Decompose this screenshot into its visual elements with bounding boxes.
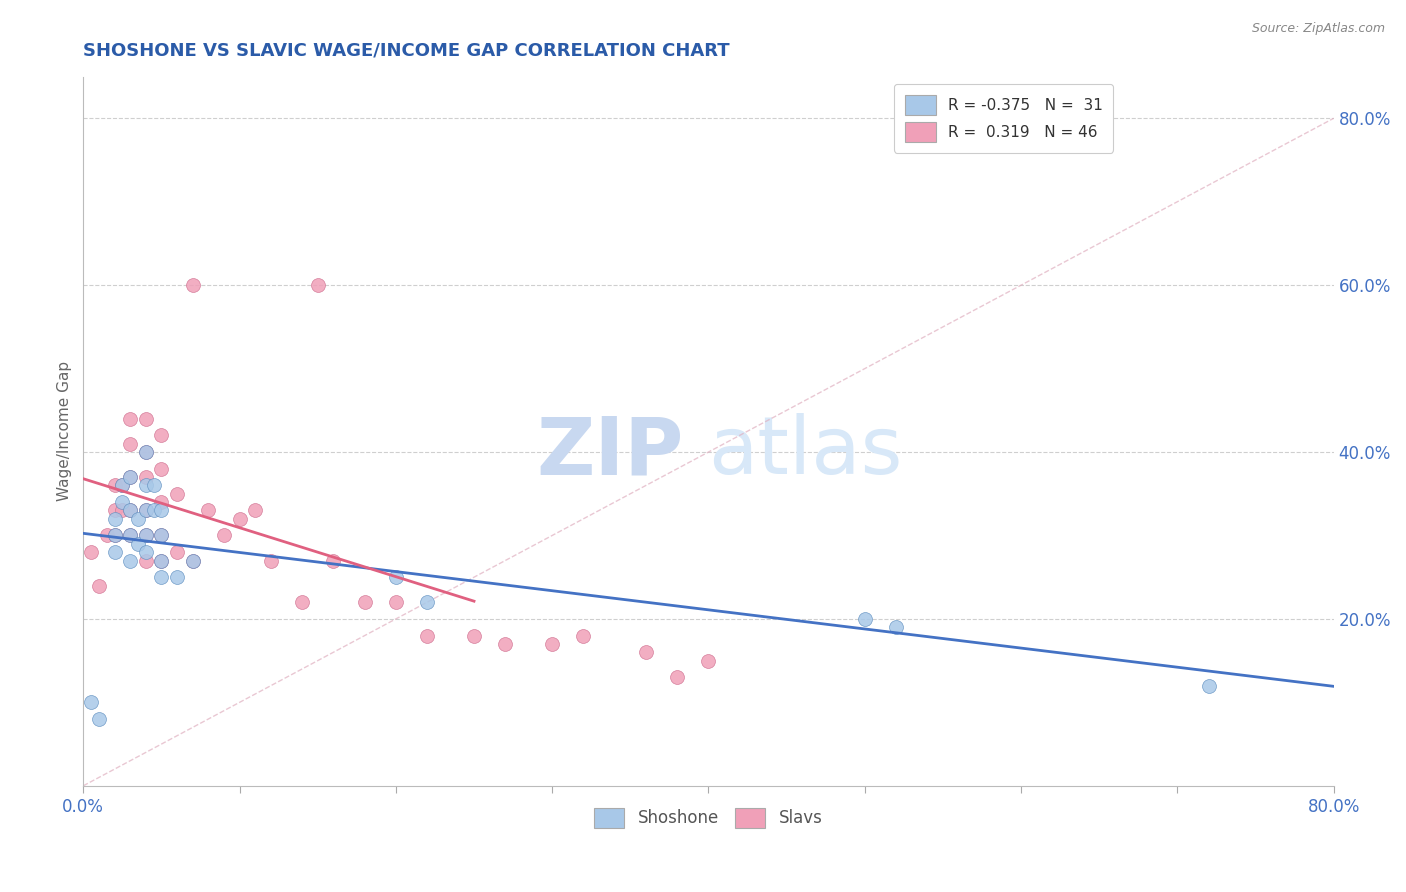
- Point: [385, 595, 408, 609]
- Point: [103, 503, 125, 517]
- Point: [120, 528, 142, 542]
- Point: [80, 695, 103, 709]
- Point: [135, 445, 157, 459]
- Text: Source: ZipAtlas.com: Source: ZipAtlas.com: [1251, 22, 1385, 36]
- Point: [181, 278, 204, 293]
- Point: [197, 503, 219, 517]
- Point: [103, 512, 125, 526]
- Point: [666, 670, 689, 684]
- Point: [127, 512, 149, 526]
- Point: [111, 478, 134, 492]
- Point: [884, 620, 907, 634]
- Point: [111, 495, 134, 509]
- Point: [135, 503, 157, 517]
- Point: [322, 553, 344, 567]
- Point: [181, 553, 204, 567]
- Point: [103, 545, 125, 559]
- Point: [96, 528, 118, 542]
- Point: [135, 545, 157, 559]
- Point: [87, 578, 110, 592]
- Point: [416, 595, 439, 609]
- Text: SHOSHONE VS SLAVIC WAGE/INCOME GAP CORRELATION CHART: SHOSHONE VS SLAVIC WAGE/INCOME GAP CORRE…: [83, 42, 730, 60]
- Point: [120, 436, 142, 450]
- Point: [120, 470, 142, 484]
- Point: [494, 637, 516, 651]
- Point: [150, 528, 173, 542]
- Point: [120, 503, 142, 517]
- Point: [212, 528, 235, 542]
- Point: [166, 570, 188, 584]
- Point: [181, 553, 204, 567]
- Point: [135, 528, 157, 542]
- Point: [572, 629, 595, 643]
- Point: [385, 570, 408, 584]
- Point: [111, 478, 134, 492]
- Point: [150, 553, 173, 567]
- Point: [166, 487, 188, 501]
- Point: [1198, 679, 1220, 693]
- Y-axis label: Wage/Income Gap: Wage/Income Gap: [58, 361, 72, 501]
- Point: [353, 595, 375, 609]
- Point: [260, 553, 283, 567]
- Point: [103, 528, 125, 542]
- Point: [541, 637, 564, 651]
- Point: [150, 495, 173, 509]
- Point: [245, 503, 267, 517]
- Point: [120, 503, 142, 517]
- Point: [103, 478, 125, 492]
- Point: [135, 503, 157, 517]
- Point: [80, 545, 103, 559]
- Point: [135, 553, 157, 567]
- Point: [135, 445, 157, 459]
- Point: [150, 553, 173, 567]
- Text: atlas: atlas: [709, 414, 903, 491]
- Point: [697, 654, 720, 668]
- Point: [120, 470, 142, 484]
- Text: ZIP: ZIP: [536, 414, 683, 491]
- Point: [142, 478, 165, 492]
- Point: [307, 278, 329, 293]
- Point: [166, 545, 188, 559]
- Point: [291, 595, 314, 609]
- Point: [150, 428, 173, 442]
- Point: [150, 461, 173, 475]
- Point: [634, 645, 657, 659]
- Legend: Shoshone, Slavs: Shoshone, Slavs: [588, 802, 830, 834]
- Point: [142, 503, 165, 517]
- Point: [135, 528, 157, 542]
- Point: [416, 629, 439, 643]
- Point: [135, 411, 157, 425]
- Point: [120, 528, 142, 542]
- Point: [135, 470, 157, 484]
- Point: [103, 528, 125, 542]
- Point: [87, 712, 110, 726]
- Point: [127, 537, 149, 551]
- Point: [150, 570, 173, 584]
- Point: [120, 553, 142, 567]
- Point: [135, 478, 157, 492]
- Point: [228, 512, 250, 526]
- Point: [111, 503, 134, 517]
- Point: [120, 411, 142, 425]
- Point: [150, 503, 173, 517]
- Point: [463, 629, 485, 643]
- Point: [853, 612, 876, 626]
- Point: [150, 528, 173, 542]
